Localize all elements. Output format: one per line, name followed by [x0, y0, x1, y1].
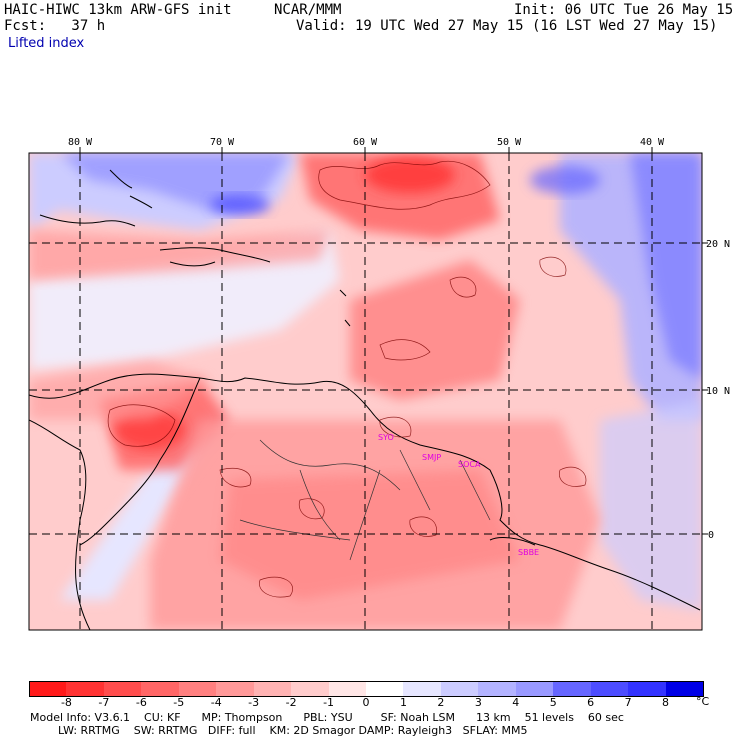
model-title: HAIC-HIWC 13km ARW-GFS init: [4, 2, 232, 18]
top-ticks: [79, 147, 708, 535]
colorbar-swatch: [403, 681, 442, 697]
colorbar-tick-label: 5: [549, 696, 557, 709]
lat-label: 0: [708, 530, 714, 541]
colorbar-swatch: [328, 681, 367, 697]
lon-label: 60 W: [353, 137, 378, 148]
lon-label: 40 W: [640, 137, 665, 148]
colorbar-swatch: [66, 681, 105, 697]
model-info-line1: Model Info: V3.6.1 CU: KF MP: Thompson P…: [30, 711, 624, 724]
colorbar-swatch: [103, 681, 142, 697]
colorbar-tick-label: -3: [248, 696, 260, 709]
colorbar-swatch: [216, 681, 255, 697]
colorbar-swatch: [628, 681, 667, 697]
colorbar-tick-label: 0: [362, 696, 370, 709]
org-label: NCAR/MMM: [274, 2, 342, 18]
colorbar-swatch: [29, 681, 68, 697]
colorbar-swatch: [440, 681, 479, 697]
station-label: SMJP: [422, 453, 441, 462]
colorbar-swatch: [590, 681, 629, 697]
colorbar-swatch: [366, 681, 404, 697]
colorbar-swatch: [178, 681, 217, 697]
colorbar-tick-label: -4: [210, 696, 222, 709]
colorbar-tick-label: 6: [587, 696, 595, 709]
colorbar-tick-label: -1: [323, 696, 335, 709]
lat-label: 10 N: [706, 386, 730, 397]
colorbar-unit: °C: [696, 695, 710, 708]
valid-time: Valid: 19 UTC Wed 27 May 15 (16 LST Wed …: [296, 18, 718, 34]
colorbar-swatch: [553, 681, 592, 697]
colorbar-swatch: [291, 681, 330, 697]
station-label: SBBE: [518, 548, 539, 557]
colorbar-tick-label: -5: [173, 696, 185, 709]
graticule: [29, 153, 702, 630]
colorbar-swatch: [478, 681, 517, 697]
lon-label: 50 W: [497, 137, 522, 148]
station-label: SYO: [378, 433, 394, 442]
model-info-line2: LW: RRTMG SW: RRTMG DIFF: full KM: 2D Sm…: [30, 724, 528, 737]
colorbar-tick-label: 4: [512, 696, 520, 709]
init-time: Init: 06 UTC Tue 26 May 15: [514, 2, 734, 18]
lon-label: 70 W: [210, 137, 235, 148]
colorbar-tick-label: 1: [399, 696, 407, 709]
colorbar-tick-label: -6: [135, 696, 147, 709]
colorbar-tick-label: 2: [437, 696, 445, 709]
colorbar-tick-label: 7: [624, 696, 632, 709]
colorbar-swatch: [665, 681, 705, 697]
colorbar-swatch: [515, 681, 554, 697]
colorbar-tick-label: 8: [662, 696, 670, 709]
station-label: SOCA: [458, 460, 481, 469]
colorbar-swatch: [141, 681, 180, 697]
colorbar-tick-label: -2: [285, 696, 297, 709]
lon-label: 80 W: [68, 137, 93, 148]
forecast-hour: Fcst: 37 h: [4, 18, 106, 34]
colorbar-tick-label: -8: [60, 696, 72, 709]
lat-label: 20 N: [706, 239, 730, 250]
field-name: Lifted index: [8, 36, 85, 51]
colorbar-swatch: [253, 681, 292, 697]
colorbar-tick-label: -7: [98, 696, 110, 709]
colorbar-tick-label: 3: [474, 696, 482, 709]
